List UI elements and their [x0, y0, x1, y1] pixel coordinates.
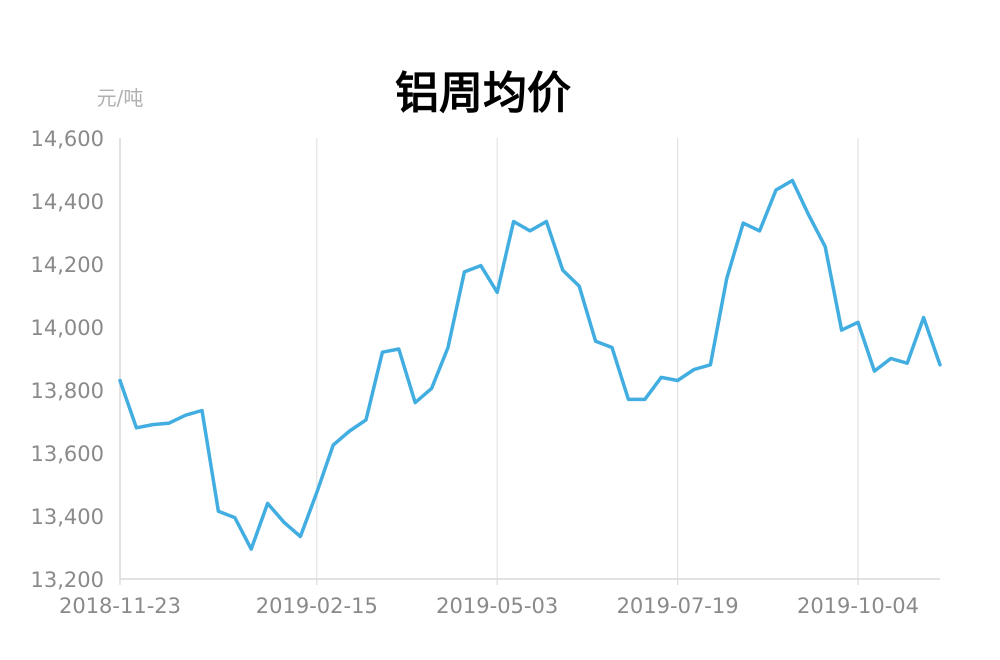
x-tick-label: 2019-05-03 [436, 594, 558, 618]
y-tick-label: 14,200 [31, 253, 104, 277]
gridlines [316, 138, 859, 579]
y-tick-label: 13,400 [31, 505, 104, 529]
y-tick-label: 13,800 [31, 379, 104, 403]
x-tick-label: 2019-07-19 [617, 594, 739, 618]
y-axis-ticks: 13,200 13,400 13,600 13,800 14,000 14,200 14,4… [31, 127, 104, 592]
x-tick-label: 2019-10-04 [797, 594, 919, 618]
y-tick-label: 14,400 [31, 190, 104, 214]
y-tick-label: 13,600 [31, 442, 104, 466]
series-layer [118, 178, 942, 551]
y-tick-label: 14,000 [31, 316, 104, 340]
chart-title: 铝周均价 [395, 68, 571, 119]
series-line [118, 178, 942, 551]
x-tick-label: 2018-11-23 [59, 594, 181, 618]
y-tick-label: 14,600 [31, 127, 104, 151]
x-tick-label: 2019-02-15 [256, 594, 378, 618]
y-tick-label: 13,200 [31, 568, 104, 592]
y-axis-unit-label: 元/吨 [97, 86, 144, 110]
x-axis-ticks: 2018-11-23 2019-02-15 2019-05-03 2019-07-19… [59, 579, 919, 618]
